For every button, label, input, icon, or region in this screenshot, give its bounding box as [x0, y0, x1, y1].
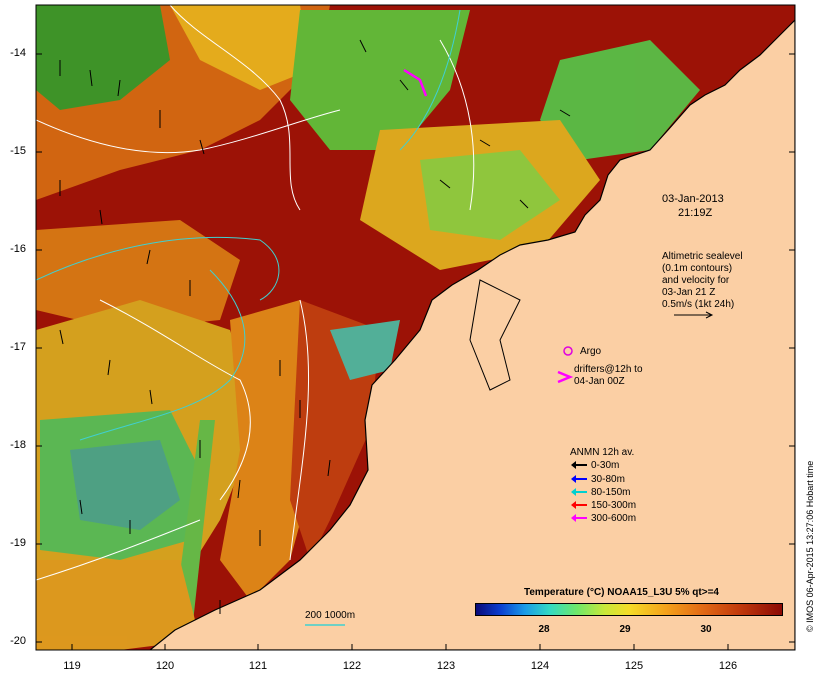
depth-legend-item: 30-80m: [571, 474, 625, 486]
lon-tick: 124: [530, 660, 550, 672]
lat-tick: -19: [10, 537, 26, 549]
depth-legend-item: 300-600m: [571, 513, 637, 525]
lat-tick: -15: [10, 145, 26, 157]
temperature-colorbar: [475, 603, 783, 616]
depth-legend-item: 0-30m: [571, 460, 620, 472]
lon-tick: 125: [624, 660, 644, 672]
arrow-icon: [571, 475, 587, 484]
colorbar-tick: 30: [700, 624, 712, 635]
depth-legend-label: 0-30m: [591, 460, 620, 471]
arrow-icon: [571, 514, 587, 523]
bathy-label: 200 1000m: [305, 610, 356, 621]
depth-legend-label: 30-80m: [591, 474, 625, 485]
isobath-lines: [36, 9, 461, 441]
altimetry-line: and velocity for: [662, 275, 730, 286]
velocity-arrows: [59, 39, 571, 614]
lon-tick: 121: [248, 660, 268, 672]
credit-text: © IMOS 06-Apr-2015 13:27:06 Hobart time: [805, 460, 815, 632]
depth-legend-item: 80-150m: [571, 487, 631, 499]
altimetry-line: Altimetric sealevel: [662, 251, 743, 262]
lon-tick: 120: [155, 660, 175, 672]
lat-tick: -17: [10, 341, 26, 353]
depth-legend-label: 150-300m: [591, 500, 637, 511]
lon-tick: 119: [63, 660, 81, 672]
depth-legend-item: 150-300m: [571, 500, 637, 512]
lat-tick: -18: [10, 439, 26, 451]
lon-tick: 122: [342, 660, 362, 672]
anmn-title: ANMN 12h av.: [570, 447, 635, 458]
argo-marker-icon: [563, 346, 573, 356]
sealevel-contours: [36, 5, 475, 581]
arrow-icon: [571, 461, 587, 470]
altimetry-note: Altimetric sealevel (0.1m contours) and …: [662, 251, 743, 311]
timestamp-time: 21:19Z: [678, 207, 713, 219]
timestamp-date: 03-Jan-2013: [662, 193, 724, 205]
drifter-track: [403, 68, 428, 97]
lat-tick: -20: [10, 635, 26, 647]
colorbar-title: Temperature (°C) NOAA15_L3U 5% qt>=4: [524, 587, 719, 598]
sst-patches: [36, 5, 700, 650]
lat-tick: -14: [10, 47, 26, 59]
drifters-line: drifters@12h to: [574, 364, 643, 375]
depth-legend-label: 80-150m: [591, 487, 631, 498]
lon-tick: 123: [436, 660, 456, 672]
altimetry-line: 03-Jan 21 Z: [662, 287, 716, 298]
depth-legend-label: 300-600m: [591, 513, 637, 524]
lon-tick: 126: [718, 660, 738, 672]
colorbar-tick: 29: [619, 624, 631, 635]
colorbar-tick: 28: [538, 624, 550, 635]
axis-ticks: [36, 53, 795, 650]
altimetry-line: (0.1m contours): [662, 263, 733, 274]
altimetry-line: 0.5m/s (1kt 24h): [662, 299, 735, 310]
argo-label: Argo: [580, 346, 602, 357]
arrow-icon: [571, 488, 587, 497]
lat-tick: -16: [10, 243, 26, 255]
drifter-marker-icon: [557, 370, 574, 384]
drifters-line: 04-Jan 00Z: [574, 376, 625, 387]
arrow-icon: [571, 501, 587, 510]
drifters-label: drifters@12h to 04-Jan 00Z: [574, 364, 643, 388]
